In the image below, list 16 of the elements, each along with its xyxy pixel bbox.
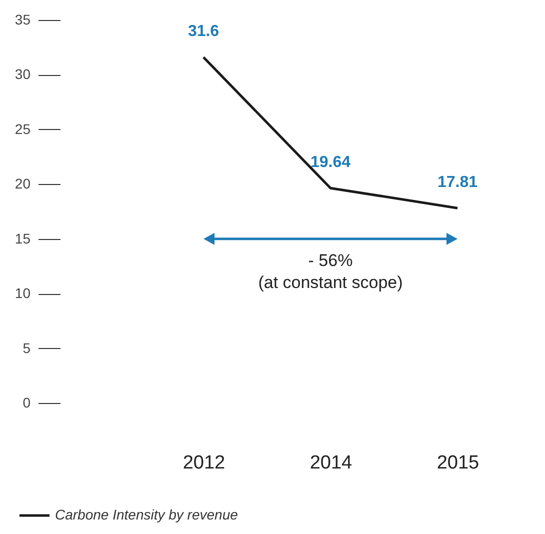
data-label: 19.64 xyxy=(310,154,351,172)
y-tick-label: 10 xyxy=(14,285,31,302)
y-tick-label: 20 xyxy=(14,176,31,192)
legend-label: Carbone Intensity by revenue xyxy=(55,506,238,522)
y-tick-label: 0 xyxy=(22,394,31,410)
y-tick-label: 25 xyxy=(14,120,31,137)
y-tick-label: 15 xyxy=(14,230,31,246)
y-tick-label: 35 xyxy=(14,12,31,28)
x-tick-label: 2012 xyxy=(182,452,226,474)
x-tick-label: 2015 xyxy=(436,452,480,474)
x-tick-label: 2014 xyxy=(310,452,353,474)
data-label: 17.81 xyxy=(437,174,478,192)
ref-line-label: - 56% (at constant scope) xyxy=(258,250,403,292)
y-tick-label: 5 xyxy=(22,340,31,356)
y-tick-label: 30 xyxy=(14,66,31,82)
data-label: 31.6 xyxy=(188,23,220,40)
